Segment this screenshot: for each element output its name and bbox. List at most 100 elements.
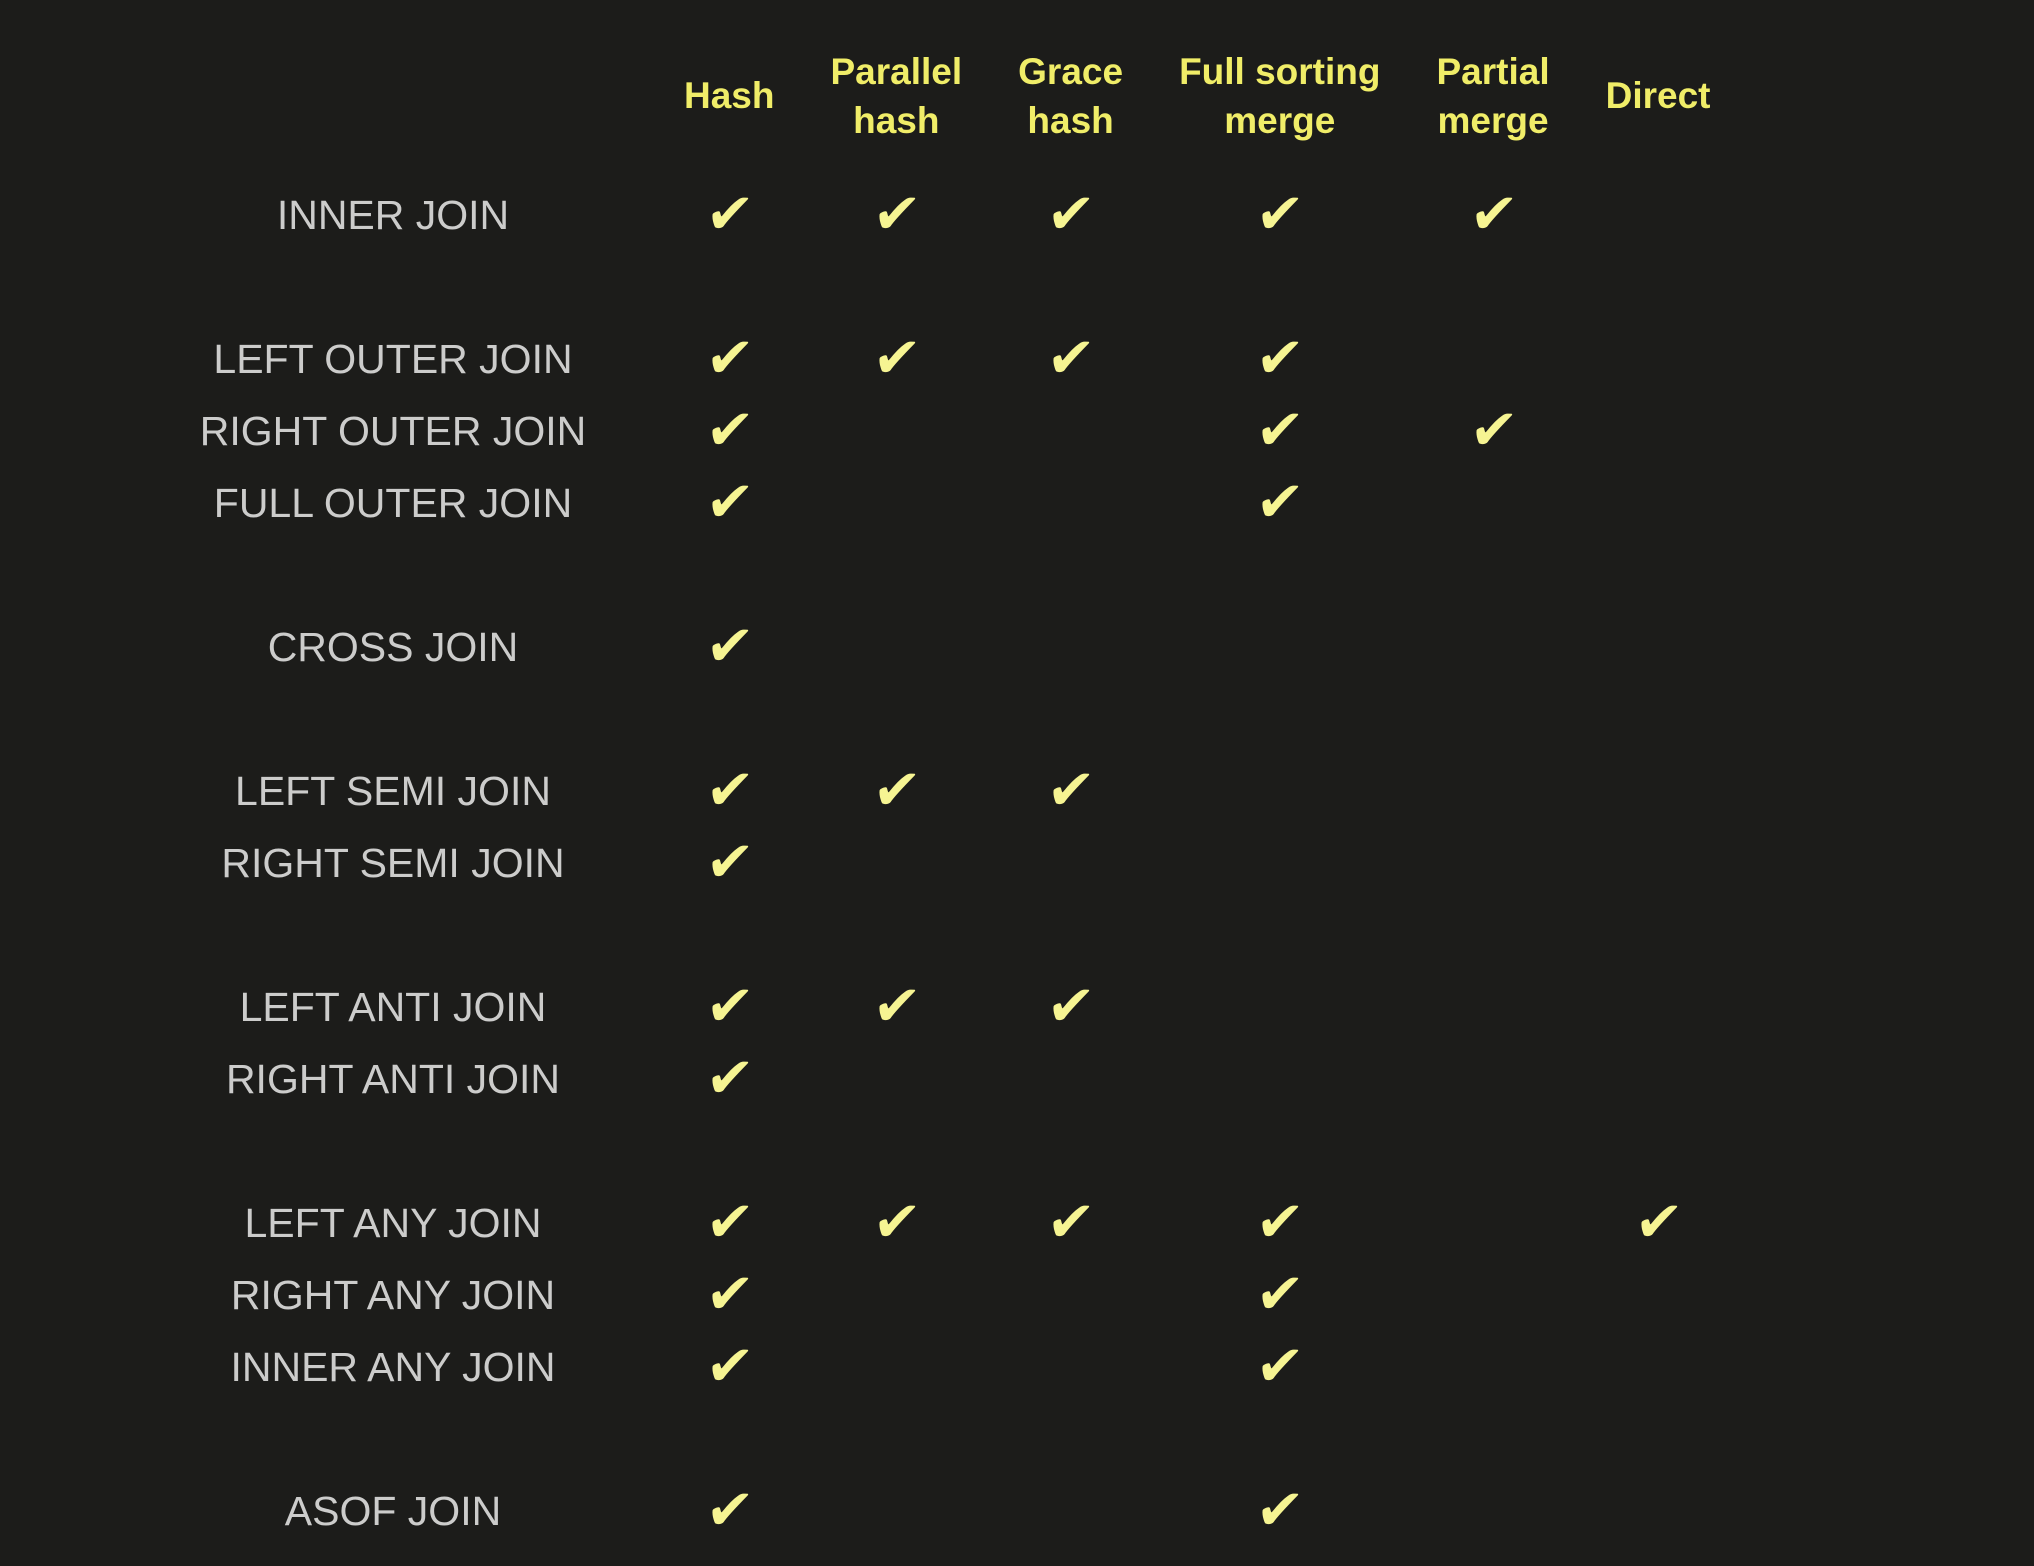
empty-cell-direct	[1578, 611, 1739, 683]
table-row: CROSS JOIN ✔	[130, 611, 1739, 683]
empty-cell-parallel-hash	[802, 1259, 990, 1331]
row-label: LEFT ANY JOIN	[244, 1199, 542, 1246]
checkmark-icon: ✔	[1252, 1190, 1307, 1255]
checkmark-icon: ✔	[1466, 182, 1520, 247]
spacer-cell	[130, 251, 1739, 323]
empty-cell-grace-hash	[990, 395, 1151, 467]
supported-cell-hash: ✔	[656, 1475, 802, 1547]
checkmark-icon: ✔	[869, 974, 924, 1039]
empty-cell-grace-hash	[990, 611, 1151, 683]
empty-cell-partial-merge	[1409, 1259, 1578, 1331]
supported-cell-full-sorting-merge: ✔	[1151, 1331, 1408, 1403]
checkmark-icon: ✔	[702, 1046, 757, 1111]
empty-cell-parallel-hash	[802, 1331, 990, 1403]
empty-cell-partial-merge	[1409, 827, 1578, 899]
supported-cell-hash: ✔	[656, 467, 802, 539]
empty-cell-grace-hash	[990, 1259, 1151, 1331]
supported-cell-partial-merge: ✔	[1409, 395, 1578, 467]
matrix-header: Hash Parallel hash Grace hash Full sorting mer…	[130, 14, 1739, 179]
empty-cell-direct	[1578, 1331, 1739, 1403]
supported-cell-full-sorting-merge: ✔	[1151, 467, 1408, 539]
row-label: CROSS JOIN	[267, 623, 519, 670]
spacer-cell	[130, 1403, 1739, 1475]
checkmark-icon: ✔	[1043, 974, 1098, 1039]
empty-cell-direct	[1578, 323, 1739, 395]
checkmark-icon: ✔	[1252, 1262, 1307, 1327]
supported-cell-hash: ✔	[656, 395, 802, 467]
row-label: FULL OUTER JOIN	[213, 479, 573, 526]
spacer-row	[130, 539, 1739, 611]
empty-cell-grace-hash	[990, 1043, 1151, 1115]
checkmark-icon: ✔	[702, 470, 757, 535]
empty-cell-parallel-hash	[802, 1475, 990, 1547]
spacer-row	[130, 251, 1739, 323]
checkmark-icon: ✔	[1252, 398, 1307, 463]
table-row: LEFT OUTER JOIN ✔ ✔ ✔ ✔	[130, 323, 1739, 395]
row-label: INNER ANY JOIN	[230, 1343, 556, 1390]
checkmark-icon: ✔	[1466, 398, 1520, 463]
empty-cell-partial-merge	[1409, 323, 1578, 395]
checkmark-icon: ✔	[702, 1190, 757, 1255]
checkmark-icon: ✔	[869, 758, 924, 823]
supported-cell-grace-hash: ✔	[990, 323, 1151, 395]
table-row: RIGHT ANY JOIN ✔ ✔	[130, 1259, 1739, 1331]
supported-cell-direct: ✔	[1578, 1187, 1739, 1259]
header-row: Hash Parallel hash Grace hash Full sorting mer…	[130, 14, 1739, 179]
column-header-direct: Direct	[1605, 75, 1711, 117]
checkmark-icon: ✔	[1631, 1190, 1685, 1255]
empty-cell-direct	[1578, 827, 1739, 899]
empty-cell-partial-merge	[1409, 467, 1578, 539]
supported-cell-hash: ✔	[656, 971, 802, 1043]
spacer-row	[130, 899, 1739, 971]
corner-cell	[130, 14, 656, 179]
supported-cell-hash: ✔	[656, 179, 802, 251]
supported-cell-hash: ✔	[656, 1187, 802, 1259]
table-row: LEFT ANY JOIN ✔ ✔ ✔ ✔ ✔	[130, 1187, 1739, 1259]
checkmark-icon: ✔	[702, 758, 757, 823]
empty-cell-partial-merge	[1409, 611, 1578, 683]
empty-cell-grace-hash	[990, 827, 1151, 899]
supported-cell-hash: ✔	[656, 755, 802, 827]
supported-cell-full-sorting-merge: ✔	[1151, 323, 1408, 395]
table-row: RIGHT ANTI JOIN ✔	[130, 1043, 1739, 1115]
supported-cell-grace-hash: ✔	[990, 755, 1151, 827]
table-row: RIGHT SEMI JOIN ✔	[130, 827, 1739, 899]
supported-cell-hash: ✔	[656, 611, 802, 683]
checkmark-icon: ✔	[702, 1262, 757, 1327]
row-label: INNER JOIN	[276, 191, 510, 238]
empty-cell-partial-merge	[1409, 1187, 1578, 1259]
table-row: FULL OUTER JOIN ✔ ✔	[130, 467, 1739, 539]
checkmark-icon: ✔	[702, 182, 757, 247]
column-header-grace-hash: Grace hash	[1018, 50, 1124, 141]
empty-cell-partial-merge	[1409, 1043, 1578, 1115]
empty-cell-direct	[1578, 971, 1739, 1043]
empty-cell-direct	[1578, 179, 1739, 251]
row-label: RIGHT ANY JOIN	[230, 1271, 556, 1318]
table-row: INNER ANY JOIN ✔ ✔	[130, 1331, 1739, 1403]
empty-cell-parallel-hash	[802, 611, 990, 683]
supported-cell-hash: ✔	[656, 1331, 802, 1403]
column-header-hash: Hash	[684, 75, 775, 117]
column-header-parallel-hash: Parallel hash	[830, 50, 963, 141]
empty-cell-partial-merge	[1409, 971, 1578, 1043]
table-row: LEFT ANTI JOIN ✔ ✔ ✔	[130, 971, 1739, 1043]
column-header-full-sorting-merge: Full sorting merge	[1179, 50, 1381, 141]
spacer-row	[130, 1403, 1739, 1475]
empty-cell-partial-merge	[1409, 1475, 1578, 1547]
supported-cell-full-sorting-merge: ✔	[1151, 1187, 1408, 1259]
empty-cell-direct	[1578, 1475, 1739, 1547]
supported-cell-parallel-hash: ✔	[802, 323, 990, 395]
empty-cell-parallel-hash	[802, 1043, 990, 1115]
spacer-row	[130, 1115, 1739, 1187]
supported-cell-full-sorting-merge: ✔	[1151, 179, 1408, 251]
row-label: LEFT SEMI JOIN	[235, 767, 551, 814]
supported-cell-partial-merge: ✔	[1409, 179, 1578, 251]
checkmark-icon: ✔	[1252, 470, 1307, 535]
checkmark-icon: ✔	[1252, 1478, 1307, 1543]
checkmark-icon: ✔	[1043, 1190, 1098, 1255]
empty-cell-parallel-hash	[802, 827, 990, 899]
matrix-body: INNER JOIN ✔ ✔ ✔ ✔ ✔ LEFT OUTER JOIN ✔ ✔ ✔ ✔ RIGHT …	[130, 179, 1739, 1547]
empty-cell-direct	[1578, 1043, 1739, 1115]
join-support-matrix: Hash Parallel hash Grace hash Full sorting mer…	[130, 14, 1739, 1547]
checkmark-icon: ✔	[869, 1190, 924, 1255]
